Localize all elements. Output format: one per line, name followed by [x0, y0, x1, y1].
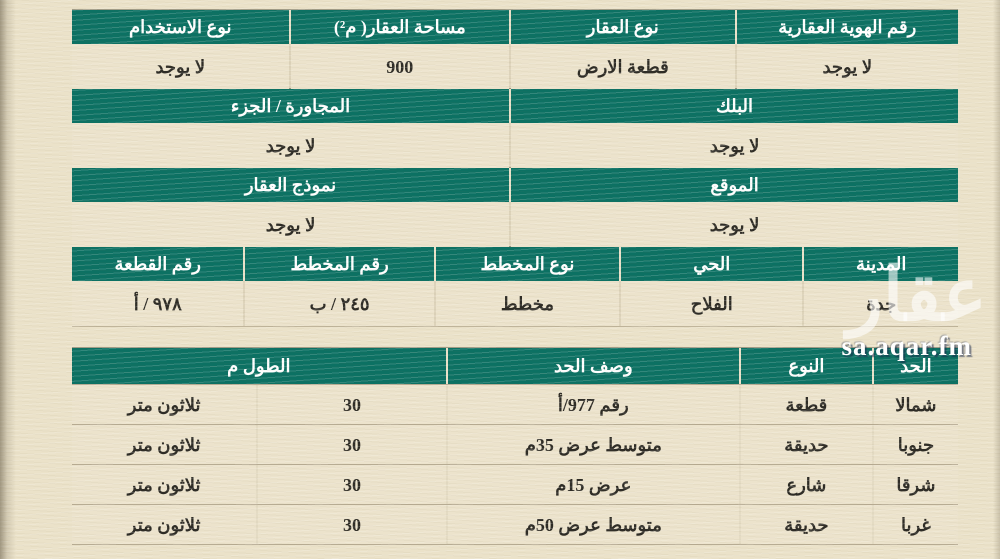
boundaries-table: الحد النوع وصف الحد الطول م شمالا قطعة ر… — [72, 348, 958, 545]
boundary-side: شمالا — [873, 385, 958, 424]
header-boundary-description: وصف الحد — [447, 348, 739, 384]
left-edge-shadow — [0, 0, 16, 559]
boundary-description: عرض 15م — [447, 465, 739, 504]
value-plan-type: مخطط — [435, 281, 620, 326]
boundary-side: غربا — [873, 505, 958, 544]
section-location-header-row: الموقع نموذج العقار — [72, 168, 958, 202]
boundary-row-south: جنوبا حديقة متوسط عرض 35م 30 ثلاثون متر — [72, 424, 958, 464]
boundary-description: متوسط عرض 35م — [447, 425, 739, 464]
value-plot-number: ٩٧٨ / أ — [72, 281, 244, 326]
header-property-id: رقم الهوية العقارية — [736, 10, 958, 44]
boundary-length-number: 30 — [258, 425, 446, 464]
header-length-m: الطول م — [72, 348, 446, 384]
value-plan-number: ٢٤٥ / ب — [245, 281, 434, 326]
right-edge-shadow — [993, 0, 1000, 559]
boundary-length-text: ثلاثون متر — [72, 425, 257, 464]
value-property-id: لا يوجد — [736, 44, 958, 89]
section-city-header-row: المدينة الحي نوع المخطط رقم المخطط رقم ا… — [72, 247, 958, 281]
header-boundary: الحد — [873, 348, 958, 384]
section-block-value-row: لا يوجد لا يوجد — [72, 123, 958, 168]
boundary-side: شرقا — [873, 465, 958, 504]
value-property-type: قطعة الارض — [511, 44, 735, 89]
header-city: المدينة — [804, 247, 958, 281]
header-plan-type: نوع المخطط — [435, 247, 620, 281]
property-details-table: رقم الهوية العقارية نوع العقار مساحة الع… — [72, 10, 958, 327]
header-location: الموقع — [511, 168, 958, 202]
boundary-length-text: ثلاثون متر — [72, 385, 257, 424]
header-plan-number: رقم المخطط — [245, 247, 434, 281]
header-usage-type: نوع الاستخدام — [72, 10, 289, 44]
section-identity-header-row: رقم الهوية العقارية نوع العقار مساحة الع… — [72, 10, 958, 44]
boundary-description: متوسط عرض 50م — [447, 505, 739, 544]
boundary-length-text: ثلاثون متر — [72, 505, 257, 544]
boundary-length-number: 30 — [258, 465, 446, 504]
header-block: البلك — [511, 89, 958, 123]
tables-container: رقم الهوية العقارية نوع العقار مساحة الع… — [72, 10, 958, 545]
boundary-type: حديقة — [740, 425, 872, 464]
boundary-side: جنوبا — [873, 425, 958, 464]
header-property-type: نوع العقار — [511, 10, 735, 44]
value-property-area: 900 — [290, 44, 510, 89]
boundary-type: قطعة — [740, 385, 872, 424]
boundary-description: رقم 977/أ — [447, 385, 739, 424]
value-neighborhood-part: لا يوجد — [72, 123, 510, 168]
boundary-length-number: 30 — [258, 505, 446, 544]
value-district: الفلاح — [621, 281, 803, 326]
boundary-type: شارع — [740, 465, 872, 504]
section-location-value-row: لا يوجد لا يوجد — [72, 202, 958, 247]
section-city-value-row: جدة الفلاح مخطط ٢٤٥ / ب ٩٧٨ / أ — [72, 281, 958, 326]
header-boundary-type: النوع — [740, 348, 872, 384]
boundary-length-text: ثلاثون متر — [72, 465, 257, 504]
header-plot-number: رقم القطعة — [72, 247, 244, 281]
boundary-row-north: شمالا قطعة رقم 977/أ 30 ثلاثون متر — [72, 384, 958, 424]
value-block: لا يوجد — [511, 123, 958, 168]
value-property-model: لا يوجد — [72, 202, 510, 247]
value-location: لا يوجد — [511, 202, 958, 247]
boundaries-header-row: الحد النوع وصف الحد الطول م — [72, 348, 958, 384]
header-neighborhood-part: المجاورة / الجزء — [72, 89, 510, 123]
boundary-row-east: شرقا شارع عرض 15م 30 ثلاثون متر — [72, 464, 958, 504]
boundary-length-number: 30 — [258, 385, 446, 424]
boundary-row-west: غربا حديقة متوسط عرض 50م 30 ثلاثون متر — [72, 504, 958, 545]
header-property-model: نموذج العقار — [72, 168, 510, 202]
value-city: جدة — [804, 281, 958, 326]
section-block-header-row: البلك المجاورة / الجزء — [72, 89, 958, 123]
header-district: الحي — [621, 247, 803, 281]
header-property-area: مساحة العقار( م²) — [290, 10, 510, 44]
section-identity-value-row: لا يوجد قطعة الارض 900 لا يوجد — [72, 44, 958, 89]
boundary-type: حديقة — [740, 505, 872, 544]
value-usage-type: لا يوجد — [72, 44, 289, 89]
